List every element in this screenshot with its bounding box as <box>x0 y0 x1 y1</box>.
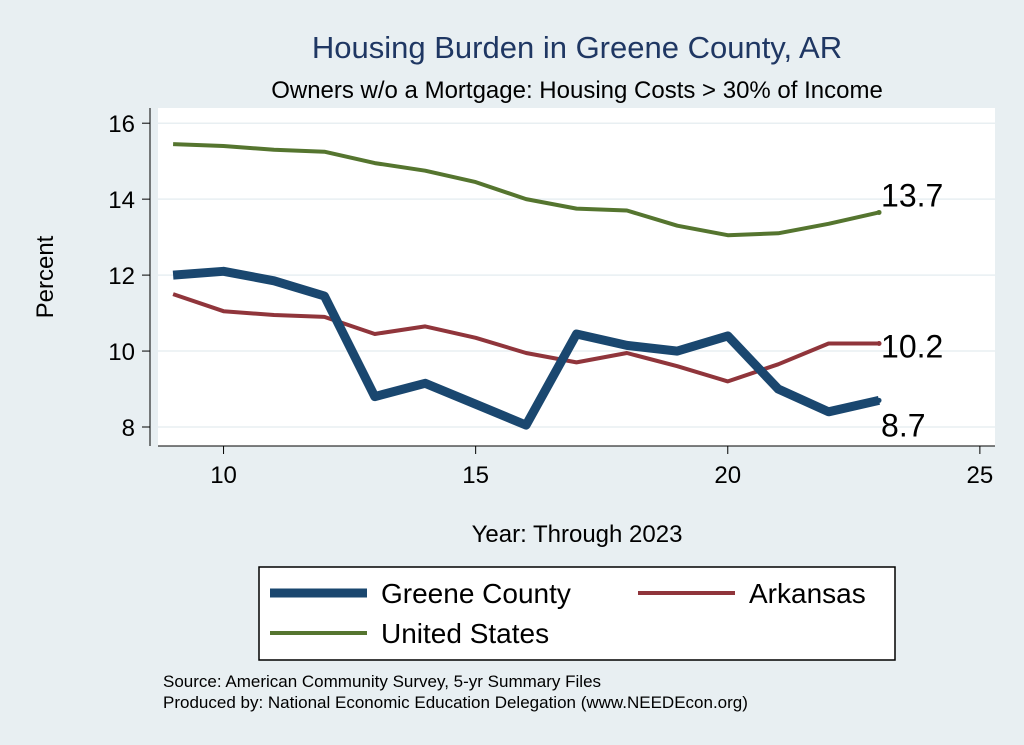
x-tick-label: 10 <box>210 462 237 489</box>
x-tick-label: 15 <box>462 462 489 489</box>
y-tick-label: 16 <box>108 111 135 138</box>
source-note: Source: American Community Survey, 5-yr … <box>163 672 601 691</box>
y-axis-label: Percent <box>32 235 59 318</box>
gridlines <box>158 122 995 428</box>
series-end-point-united-states <box>876 209 882 215</box>
y-tick-label: 12 <box>108 263 135 290</box>
legend-label-arkansas: Arkansas <box>749 578 866 609</box>
x-tick-label: 20 <box>714 462 741 489</box>
end-label-arkansas: 10.2 <box>881 328 943 364</box>
series-end-point-greene-county <box>876 397 882 403</box>
end-label-united-states: 13.7 <box>881 177 943 213</box>
plot-area <box>158 108 995 446</box>
series-line-greene-county <box>172 266 880 430</box>
series-end-point-arkansas <box>876 340 882 346</box>
chart-subtitle: Owners w/o a Mortgage: Housing Costs > 3… <box>271 77 883 104</box>
axes <box>149 108 995 447</box>
y-tick-label: 14 <box>108 187 135 214</box>
end-label-greene-county: 8.7 <box>881 407 925 443</box>
legend-label-united-states: United States <box>381 618 549 649</box>
y-axis-ticks: 8 10 12 14 16 <box>108 111 150 442</box>
legend: Greene County Arkansas United States <box>258 566 896 661</box>
chart-title: Housing Burden in Greene County, AR <box>312 30 842 65</box>
x-tick-label: 25 <box>967 462 994 489</box>
series-line-united-states <box>173 142 880 238</box>
x-axis-ticks: 10 15 20 25 <box>210 446 993 489</box>
y-tick-label: 10 <box>108 339 135 366</box>
end-labels: 8.7 10.2 13.7 <box>881 177 943 443</box>
x-axis-label: Year: Through 2023 <box>472 521 683 548</box>
legend-label-greene-county: Greene County <box>381 578 571 609</box>
producer-note: Produced by: National Economic Education… <box>163 693 748 712</box>
legend-box <box>258 566 896 661</box>
y-tick-label: 8 <box>122 415 135 442</box>
series-lines <box>172 142 882 430</box>
